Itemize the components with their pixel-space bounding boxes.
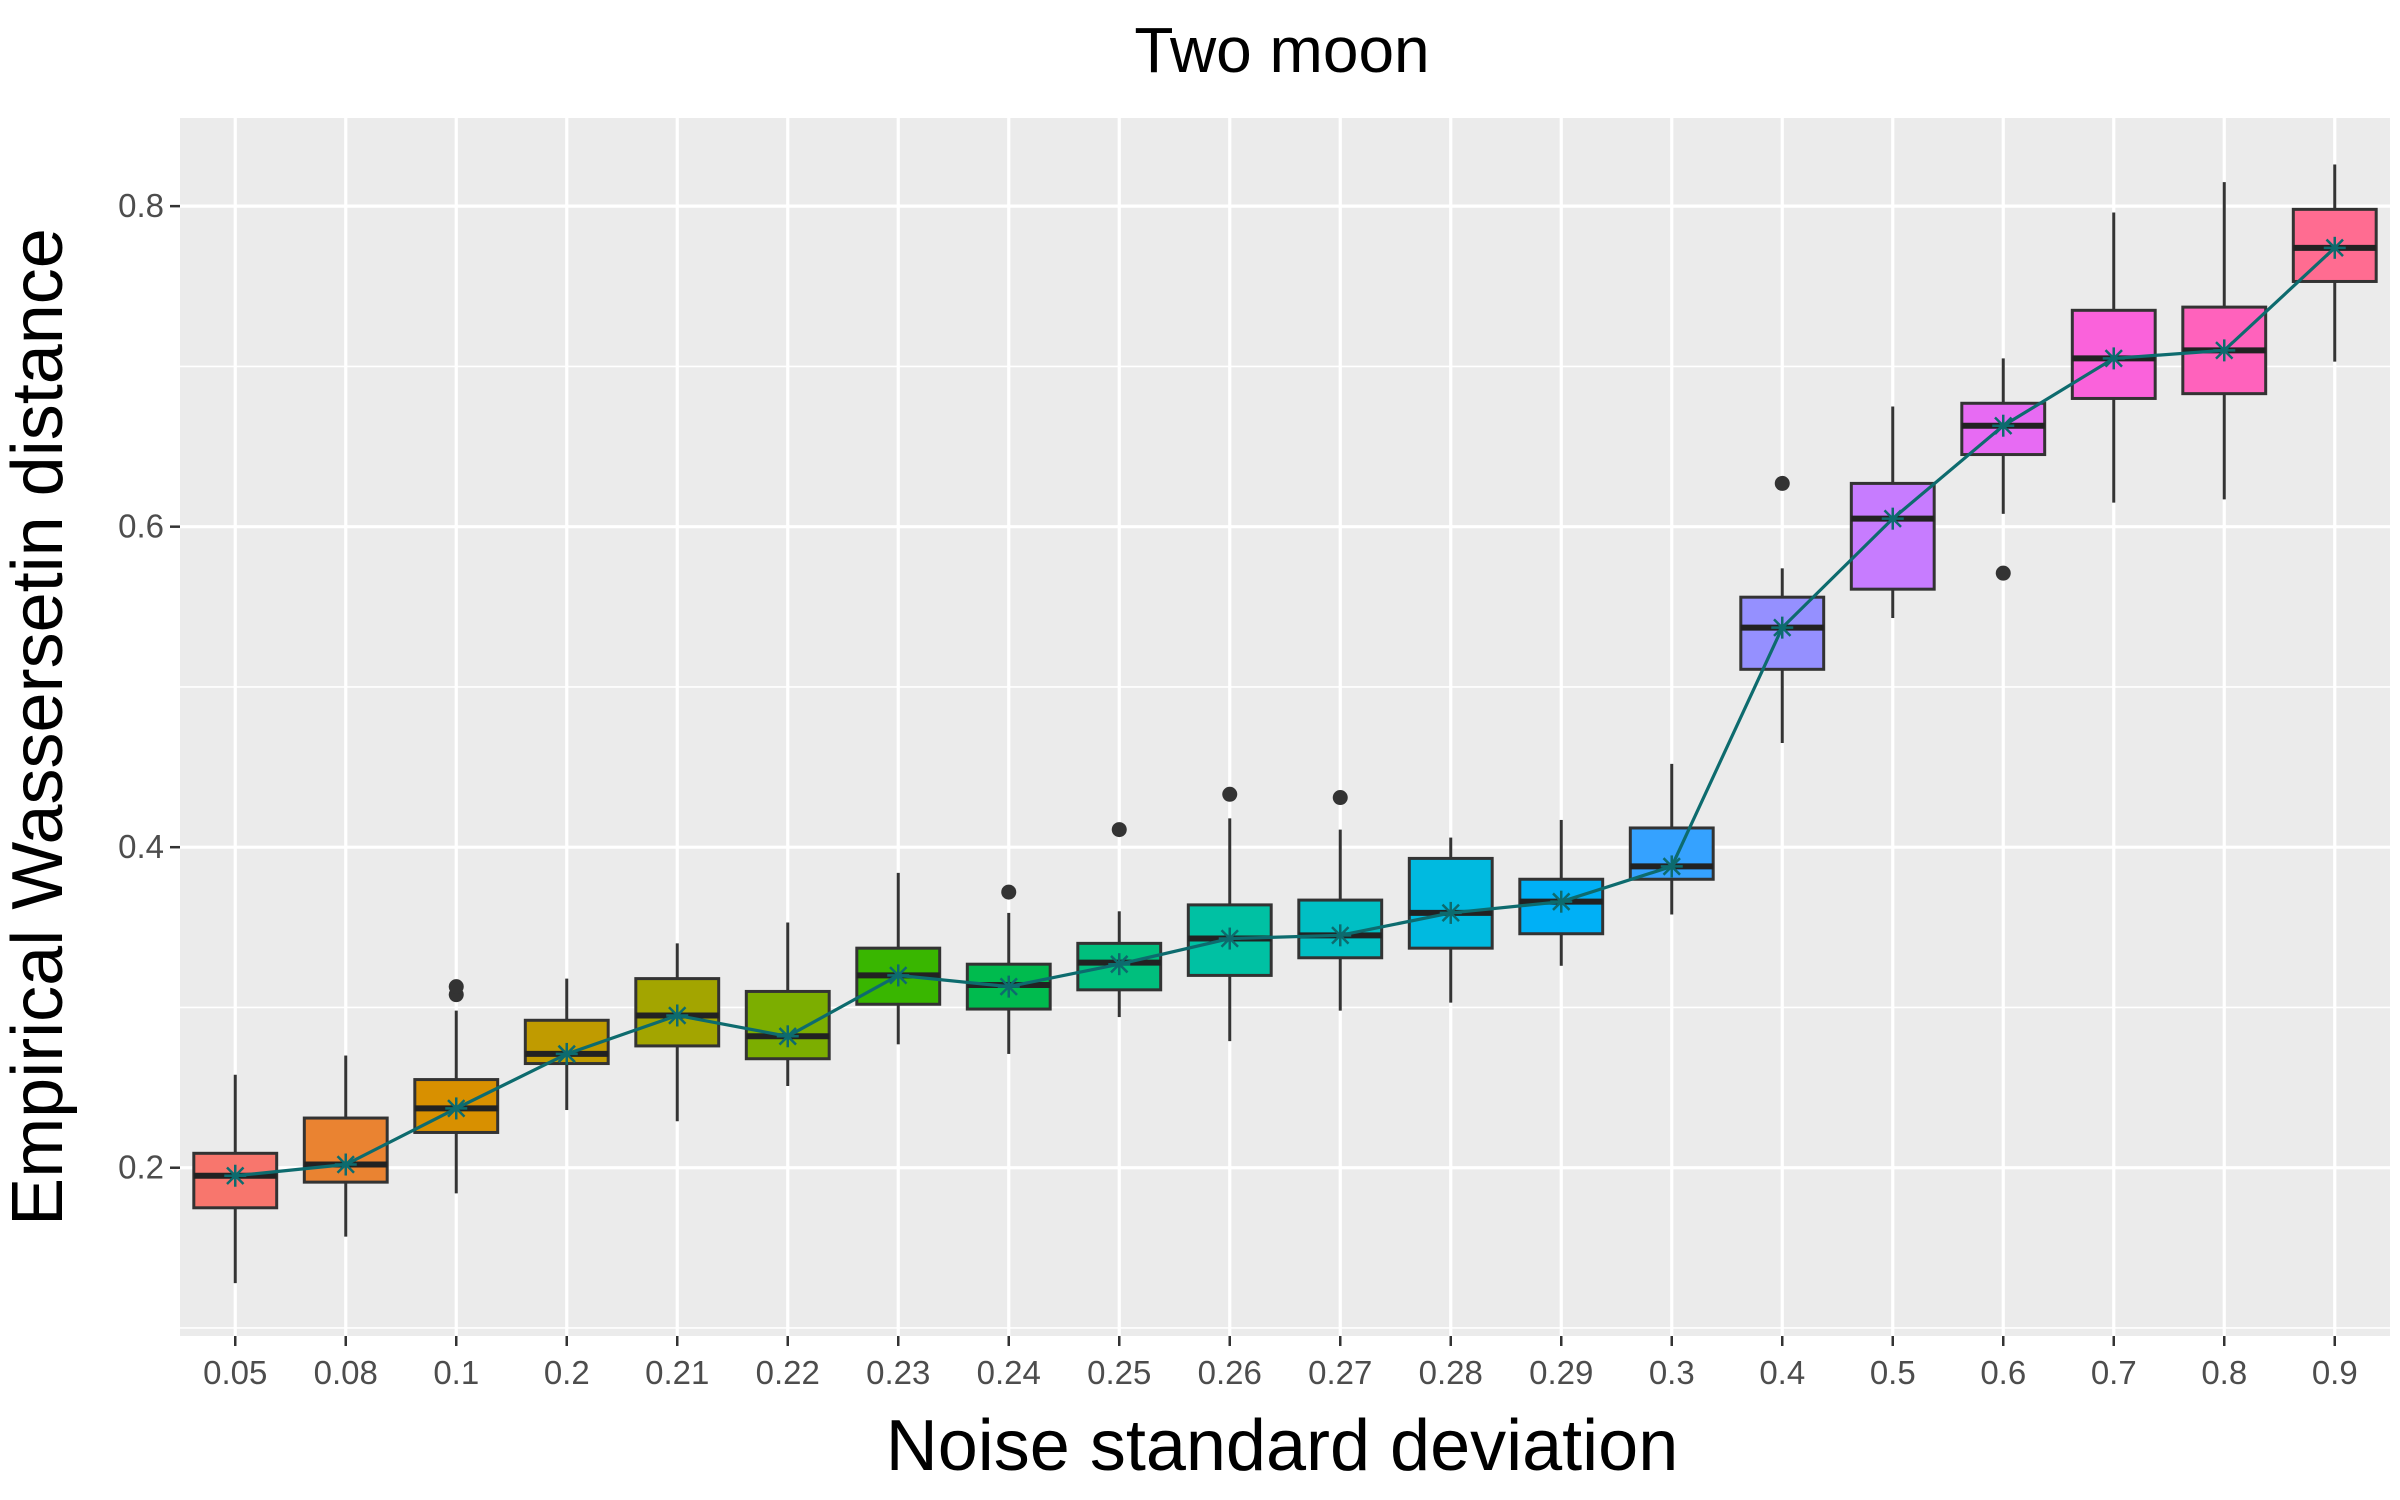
x-tick-label: 0.1 [433,1354,479,1391]
x-tick-label: 0.7 [2091,1354,2137,1391]
outlier-point [1774,475,1790,491]
mean-point [555,1042,578,1065]
mean-point [666,1004,689,1027]
box-body [1849,481,1936,591]
y-axis-ticks: 0.2 0.4 0.6 0.8 [118,187,180,1186]
x-tick-label: 0.24 [977,1354,1041,1391]
mean-point [224,1164,247,1187]
chart-title: Two moon [1134,14,1429,86]
outlier-point [1995,565,2011,581]
y-tick-label: 0.8 [118,187,164,224]
mean-point [1881,507,1904,530]
mean-point [2213,339,2236,362]
x-tick-label: 0.08 [314,1354,378,1391]
box-body [744,989,831,1061]
x-tick-label: 0.9 [2312,1354,2358,1391]
mean-point [1660,855,1683,878]
plot-panel [180,118,2390,1336]
outlier-point [1001,884,1017,900]
x-tick-label: 0.26 [1198,1354,1262,1391]
mean-point [776,1025,799,1048]
x-tick-label: 0.05 [203,1354,267,1391]
y-axis-label: Empirical Wassersetin distance [0,228,78,1226]
y-tick-label: 0.2 [118,1149,164,1186]
box-0.22 [744,922,831,1086]
x-tick-label: 0.5 [1870,1354,1916,1391]
outlier-point [1332,790,1348,806]
mean-point [1108,953,1131,976]
grid-minor [180,365,2390,1329]
mean-point [334,1153,357,1176]
y-tick-label: 0.4 [118,828,164,865]
x-tick-label: 0.25 [1087,1354,1151,1391]
x-tick-label: 0.29 [1529,1354,1593,1391]
boxes [192,164,2378,1284]
mean-point [1771,616,1794,639]
outlier-point [1222,786,1238,802]
box-0.05 [192,1074,279,1284]
box-0.4 [1739,475,1826,744]
x-tick-label: 0.2 [544,1354,590,1391]
box-0.28 [1407,837,1494,1003]
box-0.5 [1849,406,1936,619]
x-tick-label: 0.23 [866,1354,930,1391]
outlier-point [448,979,464,995]
mean-point [1992,414,2015,437]
x-tick-label: 0.27 [1308,1354,1372,1391]
x-tick-label: 0.6 [1980,1354,2026,1391]
x-tick-label: 0.22 [756,1354,820,1391]
mean-line-group [224,236,2346,1187]
mean-point [1218,927,1241,950]
outlier-point [1111,822,1127,838]
box-0.24 [965,884,1052,1054]
y-tick-label: 0.6 [118,508,164,545]
x-axis-ticks: 0.05 0.08 0.1 0.2 0.21 0.22 0.23 0.24 0.25 0.26 0.… [203,1336,2358,1391]
mean-point [1550,890,1573,913]
x-tick-label: 0.4 [1759,1354,1805,1391]
grid-major [180,118,2390,1336]
x-tick-label: 0.28 [1419,1354,1483,1391]
mean-point [997,975,1020,998]
mean-point [2102,347,2125,370]
mean-line [235,246,2336,1178]
x-tick-label: 0.21 [645,1354,709,1391]
x-tick-label: 0.3 [1649,1354,1695,1391]
mean-point [445,1097,468,1120]
x-tick-label: 0.8 [2201,1354,2247,1391]
x-axis-label: Noise standard deviation [886,1406,1679,1486]
mean-point [2323,236,2346,259]
mean-point [887,964,910,987]
mean-point [1329,924,1352,947]
mean-point [1439,901,1462,924]
